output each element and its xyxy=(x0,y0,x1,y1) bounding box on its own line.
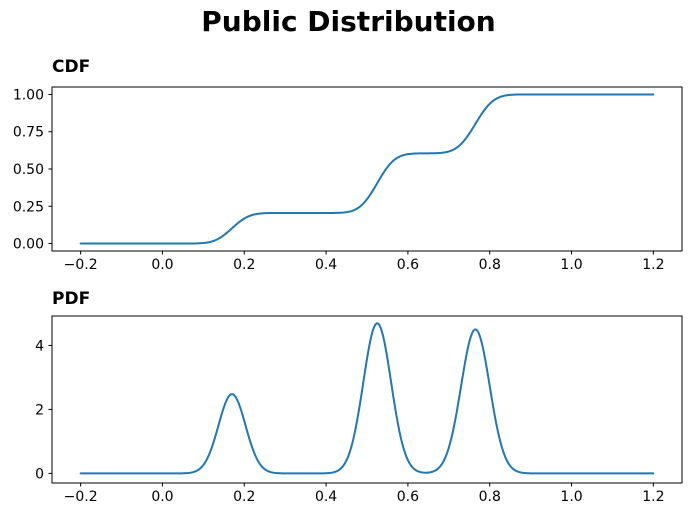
cdf-ytick-label: 0.50 xyxy=(13,162,44,178)
cdf-ytick-label: 0.75 xyxy=(13,125,44,141)
pdf-ytick-label: 4 xyxy=(35,338,44,354)
pdf-xtick-label: 1.0 xyxy=(560,489,582,505)
figure-title: Public Distribution xyxy=(201,5,496,38)
pdf-xtick-label: −0.2 xyxy=(64,489,98,505)
cdf-xtick-label: 0.4 xyxy=(315,257,337,273)
pdf-xtick-label: 0.2 xyxy=(233,489,255,505)
cdf-xtick-label: 0.2 xyxy=(233,257,255,273)
cdf-xtick-label: 1.2 xyxy=(642,257,664,273)
pdf-xtick-label: 0.8 xyxy=(479,489,501,505)
cdf-xtick-label: 1.0 xyxy=(560,257,582,273)
cdf-xtick-label: 0.8 xyxy=(479,257,501,273)
pdf-ytick-label: 0 xyxy=(35,466,44,482)
cdf-xtick-label: 0.6 xyxy=(397,257,419,273)
pdf-curve xyxy=(79,322,655,475)
cdf-axes-spines xyxy=(51,86,683,252)
pdf-axes-title: PDF xyxy=(52,289,91,309)
pdf-xtick-label: 1.2 xyxy=(642,489,664,505)
cdf-ytick-label: 1.00 xyxy=(13,87,44,103)
cdf-xtick-label: 0.0 xyxy=(151,257,173,273)
cdf-curve xyxy=(79,93,655,245)
pdf-xtick-label: 0.0 xyxy=(151,489,173,505)
pdf-xtick-label: 0.6 xyxy=(397,489,419,505)
cdf-xtick-label: −0.2 xyxy=(64,257,98,273)
cdf-ytick-label: 0.00 xyxy=(13,237,44,253)
cdf-axes-title: CDF xyxy=(52,57,91,77)
pdf-axes-spines xyxy=(51,315,683,484)
pdf-ytick-label: 2 xyxy=(35,402,44,418)
pdf-xtick-label: 0.4 xyxy=(315,489,337,505)
cdf-ytick-label: 0.25 xyxy=(13,199,44,215)
